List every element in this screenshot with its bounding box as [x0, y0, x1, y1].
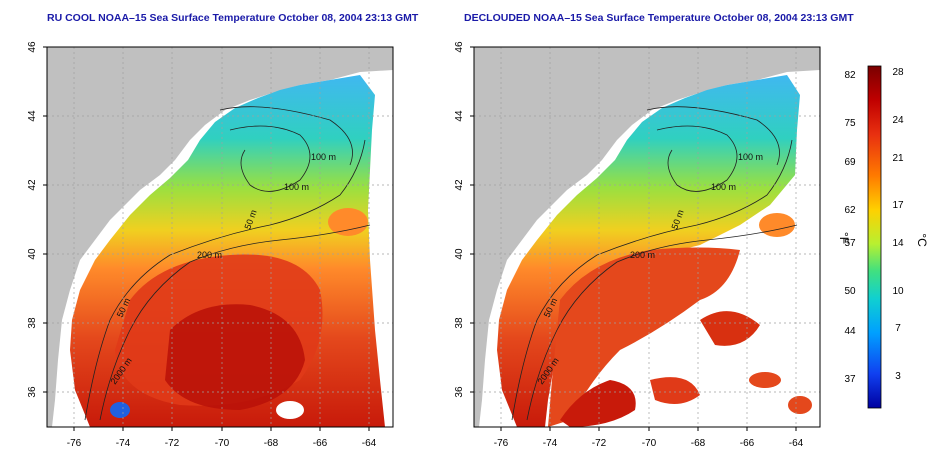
left-lon-tick-74: -74 [116, 438, 131, 449]
f-tick-62: 62 [844, 205, 856, 216]
right-warm-patch-3 [650, 377, 700, 404]
right-contour-100m [656, 125, 738, 192]
right-lat-tick-46: 46 [454, 41, 465, 53]
f-tick-75: 75 [844, 118, 856, 129]
right-lat-tick-40: 40 [454, 248, 465, 260]
c-tick-24: 24 [892, 115, 904, 126]
colorbar-celsius-unit: °C [915, 233, 929, 247]
left-land-mass [47, 47, 393, 427]
right-contour-label-2: 100 m [711, 182, 736, 192]
right-lat-tick-44: 44 [454, 110, 465, 122]
right-warm-slope [548, 247, 740, 427]
left-lon-tick-70: -70 [215, 438, 230, 449]
right-contour-2000m [526, 224, 798, 421]
left-lat-axis: 46 44 42 40 38 36 [27, 41, 47, 398]
f-tick-57: 57 [844, 238, 856, 249]
left-map-panel: 100 m 100 m 50 m 200 m 50 m 2000 m [46, 46, 394, 428]
right-lon-tick-72: -72 [592, 438, 607, 449]
right-contour-label-4: 200 m [630, 250, 655, 260]
left-lat-tick-44: 44 [27, 110, 38, 122]
f-tick-82: 82 [844, 70, 856, 81]
left-lat-tick-40: 40 [27, 248, 38, 260]
right-contour-200m [511, 139, 793, 421]
right-lat-tick-42: 42 [454, 179, 465, 191]
right-warm-patch-1 [560, 380, 636, 427]
c-tick-10: 10 [892, 286, 904, 297]
left-warm-eddy [328, 208, 368, 236]
left-lat-tick-36: 36 [27, 386, 38, 398]
right-map-panel: 100 m 100 m 50 m 200 m 50 m 2000 m [473, 46, 821, 428]
left-contour-2000m [99, 224, 371, 421]
left-contour-label-4: 200 m [197, 250, 222, 260]
c-tick-21: 21 [892, 153, 904, 164]
left-contour-200m [84, 139, 366, 421]
right-lat-tick-36: 36 [454, 386, 465, 398]
left-cold-patch-2 [110, 402, 130, 418]
colorbar-fahrenheit-unit: °F [837, 232, 851, 244]
left-lon-tick-72: -72 [165, 438, 180, 449]
right-grid [474, 47, 820, 427]
right-lon-tick-66: -66 [740, 438, 755, 449]
left-map-frame [46, 46, 394, 428]
left-lon-tick-66: -66 [313, 438, 328, 449]
right-contour-label-1: 100 m [738, 152, 763, 162]
left-hot-core [165, 304, 305, 410]
c-tick-14: 14 [892, 238, 904, 249]
f-tick-37: 37 [844, 374, 856, 385]
colorbar: 82 75 69 62 57 50 44 37 28 24 21 17 14 1… [837, 65, 929, 409]
right-warm-eddy [759, 213, 795, 237]
f-tick-50: 50 [844, 286, 856, 297]
f-tick-44: 44 [844, 326, 856, 337]
left-map-title: RU COOL NOAA–15 Sea Surface Temperature … [47, 12, 419, 24]
right-warm-patch-4 [749, 372, 781, 388]
left-lon-axis: -76 -74 -72 -70 -68 -66 -64 [67, 427, 377, 449]
right-lon-tick-70: -70 [642, 438, 657, 449]
c-tick-3: 3 [895, 371, 901, 382]
right-lon-tick-76: -76 [494, 438, 509, 449]
right-contour-50m [646, 106, 780, 166]
left-lon-tick-64: -64 [362, 438, 377, 449]
left-grid [47, 47, 393, 427]
left-contour-100m [229, 125, 311, 192]
c-tick-17: 17 [892, 200, 904, 211]
right-lon-tick-64: -64 [789, 438, 804, 449]
colorbar-celsius-ticks: 28 24 21 17 14 10 7 3 [892, 67, 904, 382]
right-lat-axis: 46 44 42 40 38 36 [454, 41, 474, 398]
left-contour-50m [219, 106, 353, 166]
right-map-frame [473, 46, 821, 428]
right-lon-tick-68: -68 [691, 438, 706, 449]
left-contour-label-1: 100 m [311, 152, 336, 162]
c-tick-28: 28 [892, 67, 904, 78]
left-lat-tick-42: 42 [27, 179, 38, 191]
left-cold-patch [276, 401, 304, 419]
f-tick-69: 69 [844, 157, 856, 168]
colorbar-fahrenheit-ticks: 82 75 69 62 57 50 44 37 [844, 70, 856, 385]
right-lon-axis: -76 -74 -72 -70 -68 -66 -64 [494, 427, 804, 449]
left-lon-tick-76: -76 [67, 438, 82, 449]
left-lat-tick-38: 38 [27, 317, 38, 329]
right-warm-patch-5 [788, 396, 812, 414]
right-map-title: DECLOUDED NOAA–15 Sea Surface Temperatur… [464, 12, 854, 24]
c-tick-7: 7 [895, 323, 901, 334]
left-contour-label-2: 100 m [284, 182, 309, 192]
right-lat-tick-38: 38 [454, 317, 465, 329]
colorbar-gradient [867, 65, 882, 409]
right-warm-patch-2 [700, 311, 760, 346]
right-lon-tick-74: -74 [543, 438, 558, 449]
left-lat-tick-46: 46 [27, 41, 38, 53]
left-lon-tick-68: -68 [264, 438, 279, 449]
right-land-mass [474, 47, 820, 427]
